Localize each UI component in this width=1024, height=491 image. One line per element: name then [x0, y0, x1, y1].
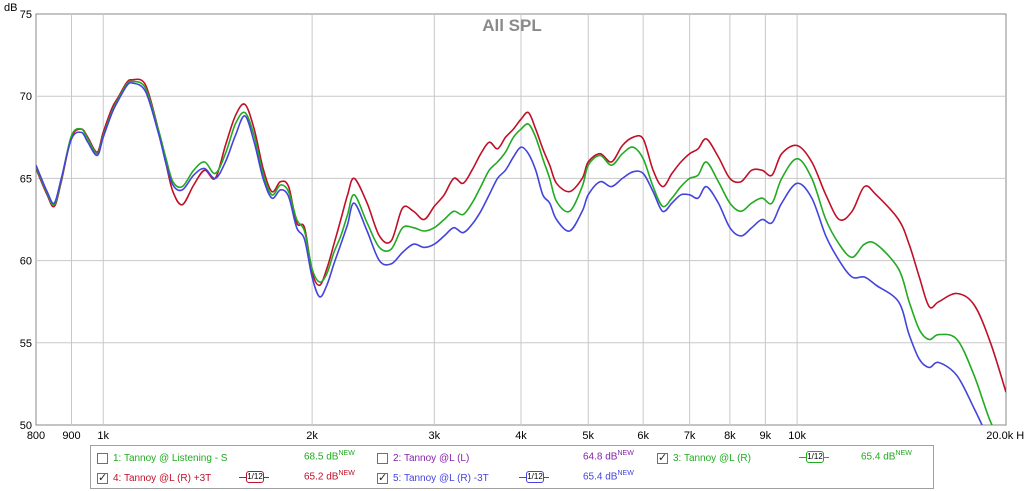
series-line-2	[36, 80, 993, 425]
smoothing-badge[interactable]: 1/12	[799, 451, 829, 463]
legend-label: 2: Tannoy @L (L)	[393, 452, 470, 464]
legend-label: 3: Tannoy @L (R)	[673, 452, 751, 464]
legend-checkbox-2[interactable]	[377, 452, 388, 464]
series-line-1	[36, 78, 1006, 393]
y-tick-label: 55	[20, 338, 32, 350]
x-tick-label: 10k	[788, 430, 806, 442]
x-tick-label: 7k	[684, 430, 696, 442]
y-axis-ticks: 75 70 65 60 55 50	[20, 9, 32, 432]
legend-label: 4: Tannoy @L (R) +3T	[113, 472, 212, 484]
legend-label: 5: Tannoy @L (R) -3T	[393, 472, 489, 484]
legend-value: 65.4 dBNEW	[583, 470, 634, 483]
legend-value: 65.4 dBNEW	[861, 450, 912, 463]
legend-item-1[interactable]: 1: Tannoy @ Listening - S	[97, 449, 227, 467]
x-tick-label: 2k	[306, 430, 318, 442]
y-axis-label: dB	[4, 2, 17, 14]
series-layer	[36, 78, 1006, 425]
legend-value: 64.8 dBNEW	[583, 450, 634, 463]
y-tick-label: 60	[20, 256, 32, 268]
x-tick-label: 9k	[760, 430, 772, 442]
legend-label: 1: Tannoy @ Listening - S	[113, 452, 228, 464]
y-tick-label: 70	[20, 91, 32, 103]
x-tick-label: 800	[27, 430, 45, 442]
y-tick-label: 50	[20, 420, 32, 432]
y-tick-label: 75	[20, 9, 32, 21]
x-axis-ticks: 800 900 1k 2k 3k 4k 5k 6k 7k 8k 9k 10k 20.0k Hz	[27, 430, 1024, 442]
spl-chart: 800 900 1k 2k 3k 4k 5k 6k 7k 8k 9k 10k 20.0k Hz 75 70…	[4, 2, 1024, 442]
legend-item-3[interactable]: 3: Tannoy @L (R)	[657, 449, 751, 467]
x-tick-label: 1k	[97, 430, 109, 442]
legend-checkbox-3[interactable]	[657, 451, 668, 464]
legend-checkbox-5[interactable]	[377, 471, 388, 484]
x-tick-label: 3k	[428, 430, 440, 442]
smoothing-badge[interactable]: 1/12	[239, 471, 269, 483]
x-tick-label: 20.0k Hz	[986, 430, 1024, 442]
legend-item-2[interactable]: 2: Tannoy @L (L)	[377, 449, 469, 467]
legend-checkbox-1[interactable]	[97, 452, 108, 464]
legend-value: 65.2 dBNEW	[304, 470, 355, 483]
legend-item-5[interactable]: 5: Tannoy @L (R) -3T	[377, 469, 489, 487]
x-tick-label: 5k	[582, 430, 594, 442]
chart-title: All SPL	[482, 16, 542, 35]
series-line-3	[36, 81, 983, 425]
x-tick-label: 900	[62, 430, 80, 442]
legend-value: 68.5 dBNEW	[304, 450, 355, 463]
legend-item-4[interactable]: 4: Tannoy @L (R) +3T	[97, 469, 211, 487]
legend-checkbox-4[interactable]	[97, 471, 108, 484]
y-tick-label: 65	[20, 173, 32, 185]
x-tick-label: 8k	[724, 430, 736, 442]
legend: 1: Tannoy @ Listening - S 68.5 dBNEW 2: …	[90, 445, 934, 489]
smoothing-badge[interactable]: 1/12	[519, 471, 549, 483]
x-tick-label: 6k	[637, 430, 649, 442]
x-tick-label: 4k	[515, 430, 527, 442]
